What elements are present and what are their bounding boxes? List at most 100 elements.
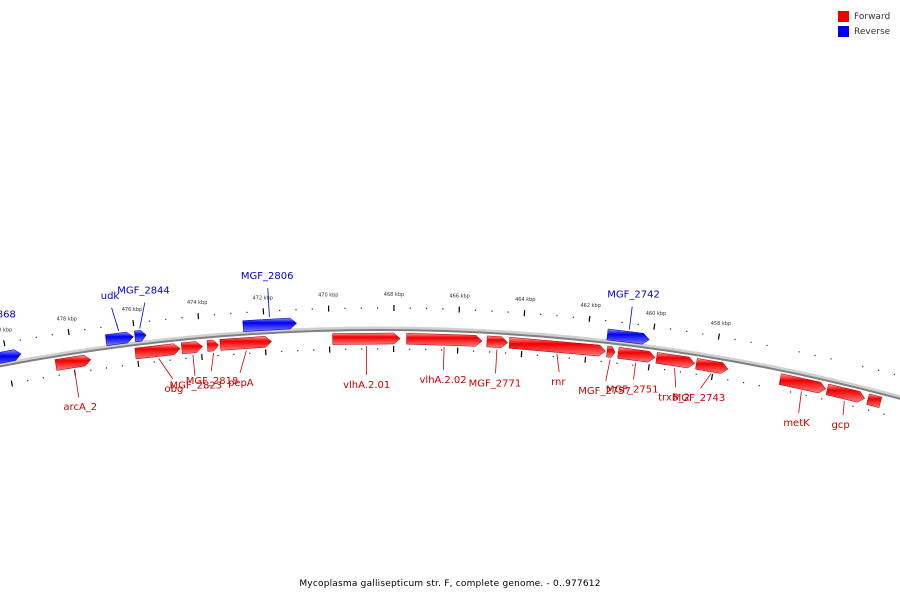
minor-dot: [536, 354, 539, 356]
minor-dot: [409, 348, 411, 350]
tick-label: 458 kbp: [711, 321, 731, 327]
gene-mgf-2757[interactable]: [606, 345, 616, 358]
tick-label: 462 kbp: [581, 303, 601, 309]
gene-rnr[interactable]: [508, 336, 606, 357]
tick-label: 472 kbp: [253, 295, 273, 301]
gene-mgf-2868[interactable]: [0, 349, 22, 369]
minor-dot: [105, 367, 108, 369]
minor-dot: [217, 354, 219, 357]
major-tick-inner: [710, 373, 714, 381]
gene-mgf-2818[interactable]: [206, 339, 219, 352]
minor-dot: [616, 362, 618, 364]
gene-label-metk: metK: [783, 418, 810, 429]
minor-dot: [488, 351, 491, 353]
tick-label: 466 kbp: [450, 294, 470, 300]
major-tick-inner: [137, 360, 140, 367]
gene-metk[interactable]: [778, 373, 827, 394]
gene-arca-2[interactable]: [54, 354, 92, 371]
genome-caption: Mycoplasma gallisepticum str. F, complet…: [299, 579, 601, 589]
gene-label-udk: udk: [101, 291, 120, 302]
minor-dot: [789, 391, 792, 393]
gene-label-mgf-2818: MGF_2818: [186, 376, 239, 387]
minor-dot: [345, 348, 347, 350]
minor-dot: [805, 394, 807, 397]
minor-dot: [165, 318, 167, 321]
major-tick: [197, 313, 200, 320]
minor-dot: [830, 358, 832, 360]
minor-dot: [442, 308, 444, 310]
minor-dot: [281, 350, 283, 353]
gene-label-leader: [633, 362, 637, 380]
minor-dot: [568, 357, 570, 359]
major-tick: [653, 323, 656, 330]
minor-dot: [425, 307, 428, 310]
minor-dot: [572, 316, 574, 318]
minor-dot: [862, 365, 864, 368]
minor-dot: [295, 309, 297, 311]
gene-label-mgf-2743: MGF_2743: [673, 393, 726, 404]
gene-mgf-2742[interactable]: [606, 328, 650, 345]
major-tick: [132, 320, 135, 327]
genome-backbone-shadow: [0, 326, 900, 400]
minor-dot: [695, 373, 697, 376]
minor-dot: [377, 348, 379, 350]
gene-label-leader: [605, 359, 611, 382]
minor-dot: [663, 368, 666, 371]
gene-vlha-2-02[interactable]: [406, 332, 483, 347]
minor-dot: [877, 369, 880, 372]
minor-dot: [474, 309, 477, 311]
minor-dot: [702, 333, 704, 335]
minor-dot: [440, 349, 443, 351]
gene-mgf-2743[interactable]: [695, 358, 729, 374]
minor-dot: [297, 350, 299, 352]
minor-dot: [637, 323, 639, 326]
gene-mgf-2771[interactable]: [486, 335, 509, 348]
gene-trxb-2[interactable]: [655, 352, 696, 369]
legend-reverse-label: Reverse: [854, 26, 891, 37]
gene-gcp[interactable]: [825, 383, 866, 403]
major-tick: [67, 329, 70, 336]
major-tick: [3, 340, 6, 347]
minor-dot: [600, 360, 602, 363]
genome-backbone: [0, 329, 900, 400]
gene-mgf-2844[interactable]: [134, 330, 147, 343]
gene-label-leader: [111, 307, 120, 332]
minor-dot: [35, 336, 38, 339]
gene-features[interactable]: [0, 317, 883, 409]
minor-dot: [185, 357, 187, 360]
minor-dot: [556, 315, 558, 317]
minor-dot: [883, 413, 885, 415]
minor-dot: [153, 361, 155, 363]
gene-udk[interactable]: [105, 331, 134, 346]
minor-dot: [472, 350, 475, 352]
minor-dot: [734, 338, 736, 341]
gene-partial[interactable]: [866, 393, 883, 409]
minor-dot: [852, 405, 854, 407]
minor-dot: [893, 373, 896, 376]
minor-dot: [679, 371, 682, 373]
gene-label-leader: [210, 352, 214, 372]
gene-label-mgf-2751: MGF_2751: [606, 384, 659, 395]
minor-dot: [821, 398, 823, 400]
gene-label-gcp: gcp: [831, 420, 849, 431]
gene-label-mgf-2868: MGF_2868: [0, 310, 16, 321]
gene-pepa[interactable]: [219, 336, 272, 351]
minor-dot: [233, 353, 235, 356]
gene-label-leader: [158, 358, 174, 380]
gene-labels: MGF_2872rpmGarcA_2obgMGF_2823MGF_2818pep…: [0, 271, 850, 431]
gene-mgf-2823[interactable]: [180, 341, 203, 355]
minor-dot: [621, 321, 623, 324]
gene-mgf-2751[interactable]: [617, 347, 656, 363]
gene-label-mgf-2742: MGF_2742: [607, 290, 660, 301]
gene-vlha-2-01[interactable]: [332, 332, 401, 345]
gene-mgf-2806[interactable]: [242, 317, 297, 332]
minor-dot: [84, 329, 86, 331]
gene-obg[interactable]: [134, 343, 181, 360]
minor-dot: [742, 381, 745, 384]
gene-label-mgf-2757: MGF_2757: [578, 386, 631, 397]
minor-dot: [311, 308, 313, 310]
gene-label-leader: [443, 346, 445, 371]
reverse-swatch: [838, 26, 849, 37]
